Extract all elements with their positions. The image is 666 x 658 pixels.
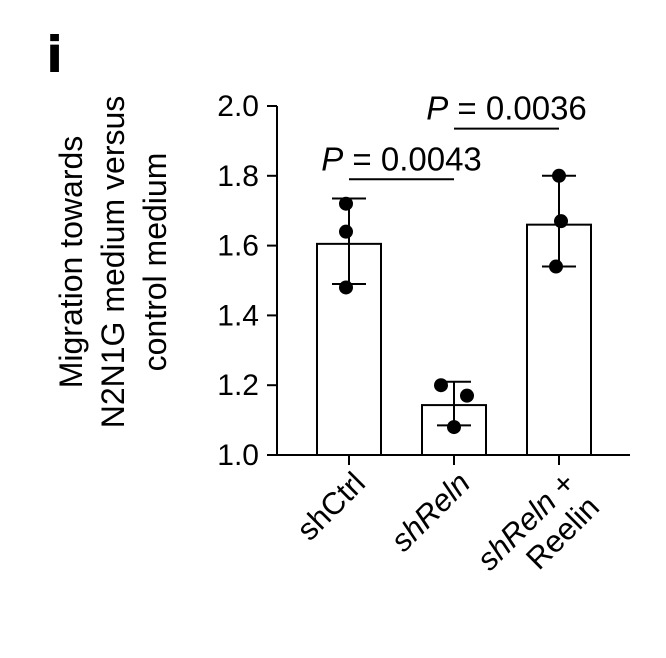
y-axis-label-line: Migration towards xyxy=(53,136,89,389)
y-axis-label: Migration towards N2N1G medium versus cont… xyxy=(53,96,173,429)
data-point xyxy=(460,388,474,403)
data-point xyxy=(434,378,448,393)
p-value: = 0.0036 xyxy=(448,90,587,127)
data-point xyxy=(549,259,563,274)
x-category-label-part: shCtrl xyxy=(290,465,372,547)
x-category-label: shReln +Reelin xyxy=(470,465,606,601)
p-value: = 0.0043 xyxy=(343,140,482,177)
panel-letter: i xyxy=(46,26,63,84)
data-point xyxy=(339,280,353,295)
p-symbol: P xyxy=(321,140,343,177)
x-category-label: shCtrl xyxy=(290,465,372,547)
data-point xyxy=(552,168,566,183)
data-points xyxy=(339,168,568,435)
data-point xyxy=(339,224,353,239)
y-tick-label: 2.0 xyxy=(217,90,259,123)
y-axis-label-line: N2N1G medium versus xyxy=(95,96,131,429)
y-tick-label: 1.8 xyxy=(217,160,259,193)
p-value-label: P = 0.0043 xyxy=(321,140,482,177)
y-tick-label: 1.0 xyxy=(217,439,259,472)
y-axis-label-line: control medium xyxy=(137,153,173,372)
data-point xyxy=(339,196,353,211)
p-value-label: P = 0.0036 xyxy=(426,90,587,127)
y-tick-label: 1.6 xyxy=(217,230,259,263)
data-point xyxy=(447,420,461,435)
data-point xyxy=(554,214,568,229)
x-category-label: shReln xyxy=(384,465,477,558)
y-tick-label: 1.2 xyxy=(217,369,259,402)
axes: 1.0 1.2 1.4 1.6 1.8 2.0 xyxy=(217,90,630,472)
y-tick-label: 1.4 xyxy=(217,299,259,332)
p-symbol: P xyxy=(426,90,448,127)
x-category-label-part: shReln xyxy=(384,465,477,558)
